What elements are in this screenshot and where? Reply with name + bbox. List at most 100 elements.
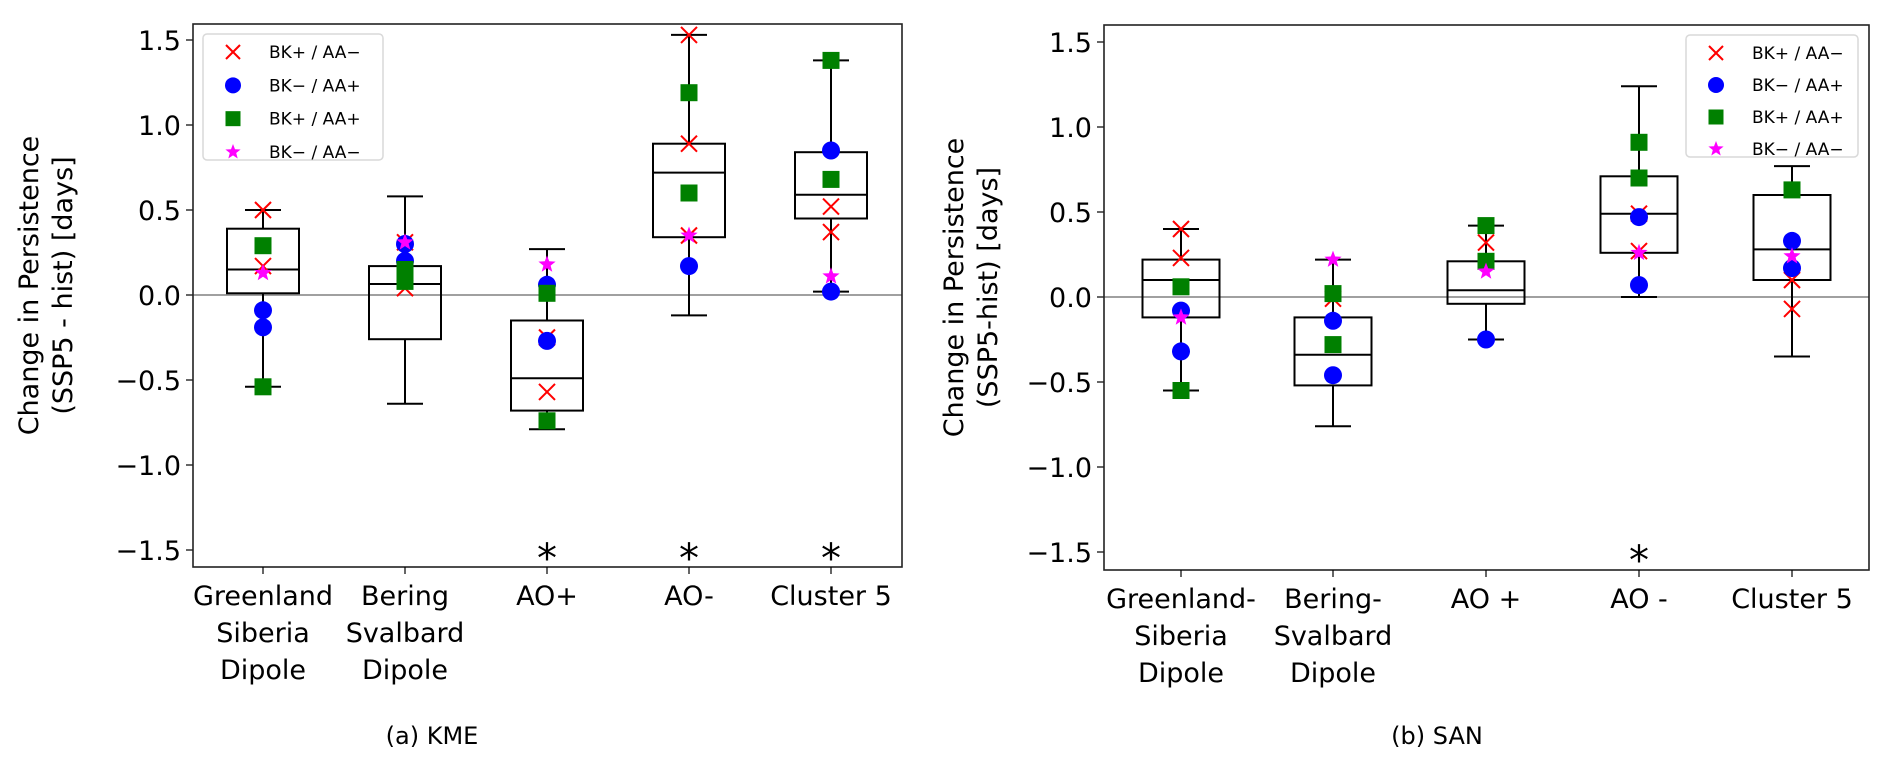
x-stroke: [1172, 220, 1190, 238]
legend-label: BK+ / AA−: [1752, 44, 1844, 64]
x-stroke: [822, 223, 840, 241]
x-category-label: AO-: [664, 581, 714, 612]
bkp-aam-point: [680, 26, 698, 44]
y-tick-label: 1.5: [138, 26, 181, 57]
box-4: *: [794, 59, 868, 582]
bkp-aap-point: [1172, 278, 1190, 296]
x-category-label: AO +: [1451, 584, 1521, 615]
x-category-label: Cluster 5: [770, 581, 892, 612]
bkm-aam-point: [1630, 243, 1648, 261]
bkm-aam-point: [680, 226, 698, 243]
bkp-aam-point: [1783, 300, 1801, 318]
bkp-aam-point: [822, 197, 840, 216]
bkp-aam-point: [1477, 233, 1495, 252]
legend-star-icon: [1708, 141, 1724, 156]
legend-label: BK+ / AA+: [1752, 108, 1844, 128]
bkm-aap-point: [1324, 311, 1342, 330]
bkp-aam-point: [538, 383, 556, 401]
x-category-label: AO+: [516, 581, 578, 612]
iqr-box: [510, 319, 584, 412]
bkp-aap-point: [254, 378, 272, 396]
bkp-aap-point: [1324, 336, 1342, 354]
x-stroke: [1708, 45, 1724, 61]
y-tick-label: 1.0: [138, 111, 181, 142]
x-stroke: [822, 197, 840, 216]
y-tick-label: −1.5: [1026, 538, 1092, 569]
bkm-aam-point: [538, 255, 556, 272]
x-stroke: [680, 134, 698, 153]
bkp-aap-point: [822, 170, 840, 188]
y-tick-label: 0.0: [138, 281, 181, 312]
x-stroke: [680, 26, 698, 44]
x-stroke: [254, 201, 272, 219]
x-category-label: Greenland: [193, 581, 333, 612]
bkm-aap-point: [538, 331, 556, 350]
bkp-aam-point: [822, 223, 840, 241]
x-category-label: Bering: [361, 581, 449, 612]
y-axis-title: (SSP5-hist) [days]: [973, 167, 1004, 408]
bkp-aam-point: [680, 134, 698, 153]
bkm-aap-point: [1172, 342, 1190, 361]
box-1: [368, 195, 442, 405]
bkp-aap-point: [538, 412, 556, 430]
bkm-aap-point: [254, 318, 272, 337]
legend-square-icon: [1708, 109, 1724, 125]
legend: BK+ / AA− BK− / AA+ BK+ / AA+ BK− / AA−: [202, 33, 384, 163]
bkm-aam-point: [822, 267, 840, 284]
bkm-aam-point: [1783, 247, 1801, 264]
bkp-aap-point: [1630, 133, 1648, 151]
x-category-label: Dipole: [362, 655, 448, 686]
panel-kme: 1.5 1.0 0.5 0.0 −0.5 −1.0 −1.5 Change in Persis…: [14, 23, 903, 750]
bkm-aam-point: [1324, 250, 1342, 267]
bkm-aam-point: [396, 233, 414, 250]
bkm-aap-point: [822, 282, 840, 301]
legend-x-icon: [1708, 45, 1724, 61]
x-category-label: Bering-: [1284, 584, 1382, 615]
y-tick-label: −0.5: [1026, 368, 1092, 399]
legend-label: BK− / AA−: [1752, 140, 1844, 160]
legend-label: BK− / AA+: [1752, 76, 1844, 96]
legend-x-icon: [225, 44, 241, 60]
bkp-aap-point: [396, 272, 414, 290]
bkp-aap-point: [1477, 252, 1495, 270]
bkp-aap-point: [822, 51, 840, 69]
panel-caption: (a) KME: [386, 722, 479, 750]
y-tick-label: −1.5: [115, 536, 181, 567]
bkp-aap-point: [254, 237, 272, 255]
box-0: [226, 209, 300, 388]
y-tick-label: 1.0: [1049, 113, 1092, 144]
bkp-aap-point: [1172, 382, 1190, 399]
x-category-label: Svalbard: [346, 618, 465, 649]
y-tick-label: 0.0: [1049, 283, 1092, 314]
y-tick-label: −1.0: [115, 451, 181, 482]
y-tick-label: 1.5: [1049, 28, 1092, 59]
x-stroke: [225, 44, 241, 60]
x-category-label: Dipole: [1138, 658, 1224, 689]
bkm-aap-point: [1630, 276, 1648, 295]
legend-box: [202, 33, 384, 161]
bkp-aam-point: [1172, 249, 1190, 267]
y-tick-label: 0.5: [1049, 198, 1092, 229]
bkm-aap-point: [822, 141, 840, 160]
bkm-aap-point: [680, 257, 698, 276]
significance-asterisk: *: [821, 536, 841, 582]
iqr-box: [226, 227, 300, 295]
legend-label: BK− / AA+: [269, 76, 361, 96]
bkm-aap-point: [254, 301, 272, 320]
x-category-label: Dipole: [1290, 658, 1376, 689]
significance-asterisk: *: [679, 536, 699, 582]
x-category-label: Siberia: [1134, 621, 1228, 652]
legend: BK+ / AA− BK− / AA+ BK+ / AA+ BK− / AA−: [1685, 34, 1859, 160]
bkm-aam-point: [1477, 262, 1495, 279]
x-category-label: Siberia: [216, 618, 310, 649]
bkp-aam-point: [254, 201, 272, 219]
bkm-aap-point: [1630, 208, 1648, 227]
legend-star-icon: [225, 144, 241, 159]
y-axis-title: Change in Persistence: [14, 136, 45, 436]
bkp-aam-point: [1172, 220, 1190, 238]
legend-label: BK+ / AA+: [269, 110, 361, 130]
bkp-aap-point: [680, 84, 698, 102]
bkm-aap-point: [1783, 231, 1801, 250]
x-stroke: [1477, 233, 1495, 252]
